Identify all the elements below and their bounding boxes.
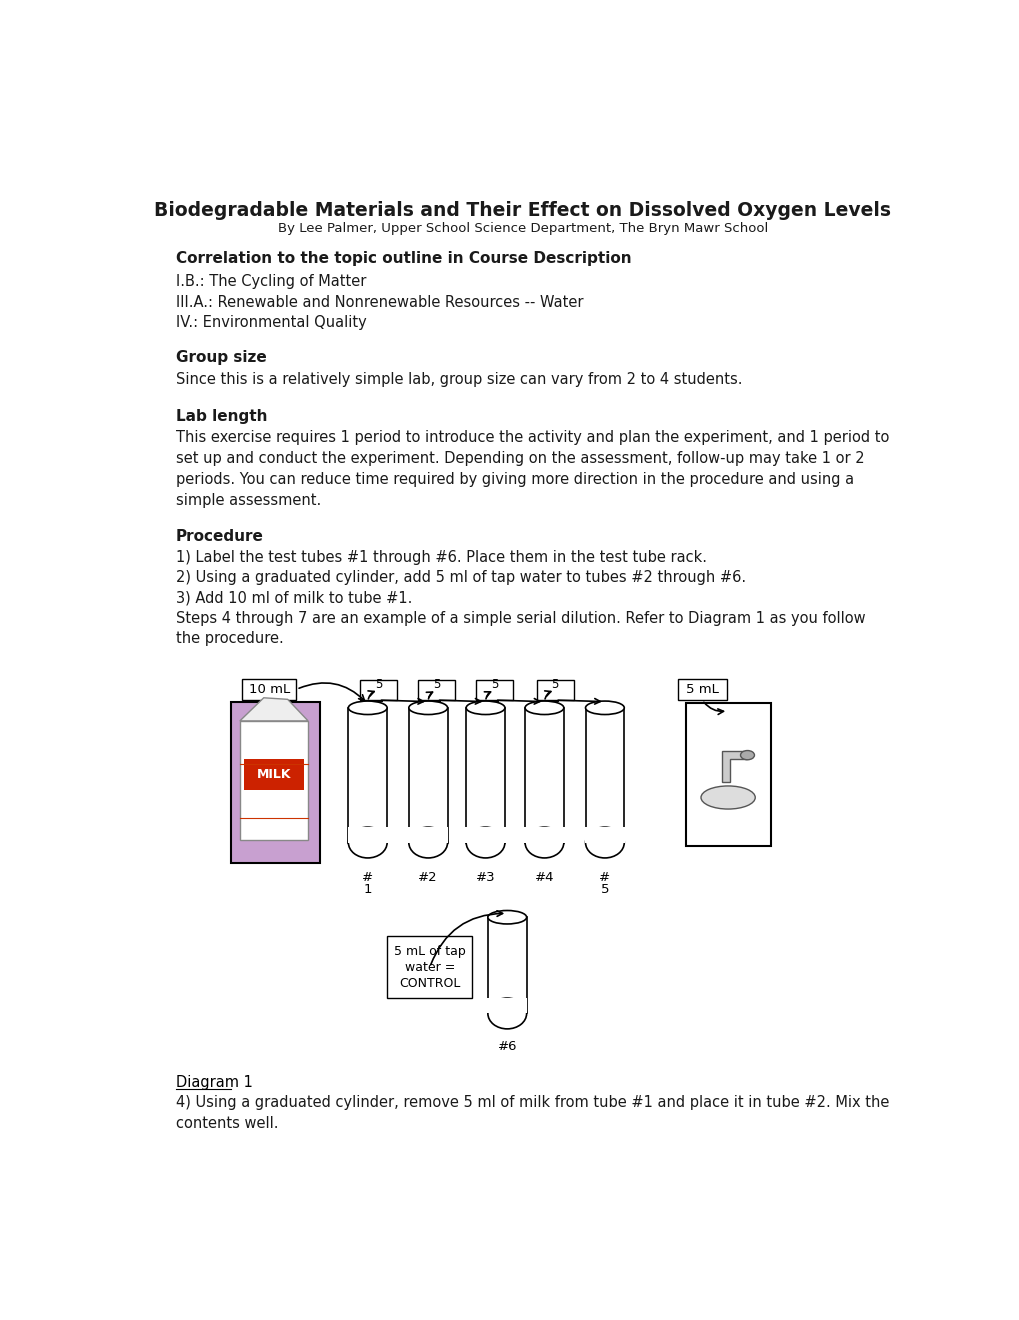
Text: Steps 4 through 7 are an example of a simple serial dilution. Refer to Diagram 1: Steps 4 through 7 are an example of a si… (175, 611, 864, 626)
Ellipse shape (409, 828, 447, 858)
FancyBboxPatch shape (466, 708, 504, 842)
Text: Group size: Group size (175, 350, 266, 366)
Ellipse shape (740, 751, 754, 760)
Text: III.A.: Renewable and Nonrenewable Resources -- Water: III.A.: Renewable and Nonrenewable Resou… (175, 294, 583, 310)
FancyBboxPatch shape (585, 708, 624, 842)
FancyBboxPatch shape (239, 721, 308, 841)
Ellipse shape (466, 701, 504, 714)
Ellipse shape (487, 998, 526, 1028)
Text: simple assessment.: simple assessment. (175, 492, 321, 508)
Text: 5
_: 5 _ (375, 678, 382, 702)
Polygon shape (721, 751, 747, 781)
Ellipse shape (525, 828, 564, 858)
FancyBboxPatch shape (409, 708, 447, 842)
Text: 5
_: 5 _ (491, 678, 498, 702)
Ellipse shape (466, 828, 504, 858)
FancyBboxPatch shape (230, 702, 319, 863)
FancyBboxPatch shape (525, 708, 564, 842)
Text: Diagram 1: Diagram 1 (175, 1074, 252, 1090)
Text: 4) Using a graduated cylinder, remove 5 ml of milk from tube #1 and place it in : 4) Using a graduated cylinder, remove 5 … (175, 1096, 888, 1110)
Text: set up and conduct the experiment. Depending on the assessment, follow-up may ta: set up and conduct the experiment. Depen… (175, 451, 863, 466)
FancyBboxPatch shape (418, 680, 454, 700)
Ellipse shape (585, 701, 624, 714)
FancyBboxPatch shape (524, 828, 565, 842)
Text: I.B.: The Cycling of Matter: I.B.: The Cycling of Matter (175, 275, 366, 289)
Text: the procedure.: the procedure. (175, 631, 283, 647)
Ellipse shape (525, 701, 564, 714)
Ellipse shape (700, 785, 754, 809)
Text: #
5: # 5 (599, 871, 609, 896)
Text: #3: #3 (475, 871, 495, 884)
Text: Correlation to the topic outline in Course Description: Correlation to the topic outline in Cour… (175, 251, 631, 265)
Text: 5
_: 5 _ (551, 678, 558, 702)
Text: This exercise requires 1 period to introduce the activity and plan the experimen: This exercise requires 1 period to intro… (175, 430, 888, 445)
Text: Since this is a relatively simple lab, group size can vary from 2 to 4 students.: Since this is a relatively simple lab, g… (175, 372, 742, 387)
Text: #4: #4 (534, 871, 553, 884)
FancyBboxPatch shape (487, 917, 526, 1014)
Ellipse shape (409, 701, 447, 714)
FancyBboxPatch shape (347, 828, 387, 842)
Text: 10 mL: 10 mL (249, 682, 289, 696)
Text: MILK: MILK (257, 768, 291, 781)
Text: Biodegradable Materials and Their Effect on Dissolved Oxygen Levels: Biodegradable Materials and Their Effect… (154, 201, 891, 219)
Text: 5 mL of tap
water =
CONTROL: 5 mL of tap water = CONTROL (393, 945, 465, 990)
FancyBboxPatch shape (487, 998, 527, 1014)
FancyBboxPatch shape (348, 708, 387, 842)
FancyBboxPatch shape (244, 759, 304, 789)
Text: Procedure: Procedure (175, 529, 263, 544)
Ellipse shape (348, 828, 387, 858)
FancyBboxPatch shape (685, 704, 770, 846)
FancyBboxPatch shape (584, 828, 625, 842)
Text: Lab length: Lab length (175, 409, 267, 424)
FancyBboxPatch shape (360, 680, 396, 700)
Text: #2: #2 (418, 871, 437, 884)
Text: 1) Label the test tubes #1 through #6. Place them in the test tube rack.: 1) Label the test tubes #1 through #6. P… (175, 549, 706, 565)
FancyBboxPatch shape (387, 936, 472, 998)
Text: IV.: Environmental Quality: IV.: Environmental Quality (175, 315, 366, 330)
Text: #6: #6 (497, 1040, 517, 1053)
Text: By Lee Palmer, Upper School Science Department, The Bryn Mawr School: By Lee Palmer, Upper School Science Depa… (277, 222, 767, 235)
Text: 5
_: 5 _ (433, 678, 440, 702)
Ellipse shape (487, 911, 526, 924)
Polygon shape (239, 698, 308, 721)
Text: contents well.: contents well. (175, 1115, 278, 1131)
FancyBboxPatch shape (677, 678, 726, 700)
Text: periods. You can reduce time required by giving more direction in the procedure : periods. You can reduce time required by… (175, 471, 853, 487)
FancyBboxPatch shape (536, 680, 574, 700)
Text: 2) Using a graduated cylinder, add 5 ml of tap water to tubes #2 through #6.: 2) Using a graduated cylinder, add 5 ml … (175, 570, 745, 585)
Text: 3) Add 10 ml of milk to tube #1.: 3) Add 10 ml of milk to tube #1. (175, 590, 412, 606)
Ellipse shape (585, 828, 624, 858)
FancyBboxPatch shape (476, 680, 513, 700)
FancyBboxPatch shape (242, 678, 297, 700)
Text: 5 mL: 5 mL (685, 682, 718, 696)
Ellipse shape (348, 701, 387, 714)
FancyBboxPatch shape (465, 828, 505, 842)
Text: #
1: # 1 (362, 871, 373, 896)
FancyBboxPatch shape (408, 828, 448, 842)
